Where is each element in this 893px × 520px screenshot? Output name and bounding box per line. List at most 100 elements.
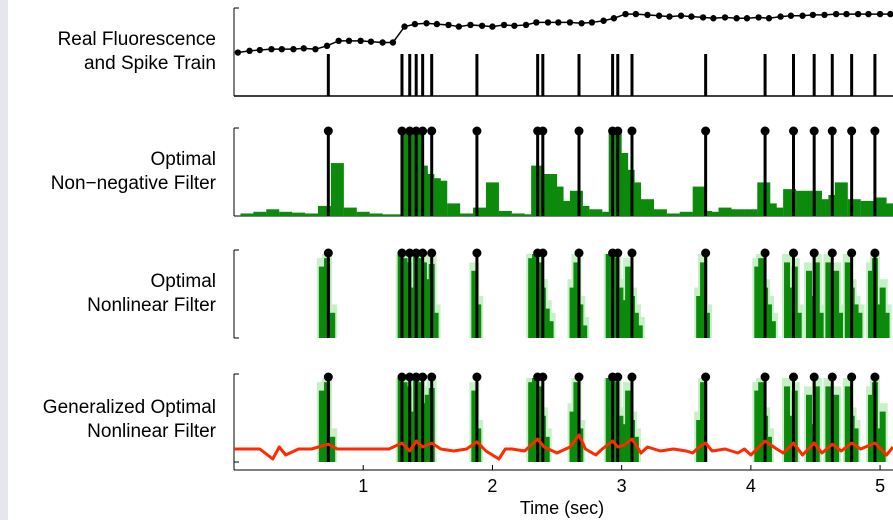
- nonnegative-spike-head: [538, 126, 548, 136]
- generalized-filter-bar: [813, 386, 820, 462]
- fluorescence-point: [887, 10, 893, 18]
- nonlinear-filter-bar: [754, 266, 761, 338]
- generalized-filter-bar: [868, 394, 875, 462]
- generalized-filter-bar: [471, 390, 478, 462]
- nonnegative-filter-bar: [498, 210, 512, 216]
- nonlinear-filter-bar: [581, 325, 588, 338]
- fluorescence-point: [268, 45, 275, 53]
- fluorescence-point: [357, 37, 364, 45]
- nonnegative-spike-head: [760, 126, 770, 136]
- fluorescence-point: [809, 11, 817, 19]
- fluorescence-point: [433, 20, 441, 28]
- panel-label-nonnegative-filter: Optimal Non−negative Filter: [0, 148, 216, 196]
- nonlinear-filter-bar: [837, 312, 844, 338]
- nonlinear-filter-bar: [696, 296, 703, 338]
- generalized-spike-head: [613, 372, 623, 382]
- nonnegative-filter-bar: [744, 209, 758, 216]
- nonnegative-filter-bar: [847, 199, 861, 216]
- generalized-filter-bar: [532, 378, 539, 462]
- fluorescence-point: [566, 19, 574, 26]
- generalized-spike-head: [397, 372, 407, 382]
- nonnegative-filter-bar: [679, 211, 693, 216]
- nonlinear-spike-head: [809, 248, 819, 258]
- fluorescence-point: [367, 38, 375, 45]
- nonlinear-filter-bar: [875, 304, 882, 338]
- fluorescence-trace: [237, 13, 891, 54]
- nonlinear-filter-bar: [852, 304, 859, 338]
- panel-label-line1: Generalized Optimal: [42, 397, 216, 418]
- nonlinear-filter-bar: [605, 254, 612, 338]
- fluorescence-point: [489, 23, 496, 30]
- nonlinear-filter-bar: [833, 270, 840, 338]
- nonlinear-filter-bar: [532, 254, 539, 338]
- fluorescence-point: [632, 10, 640, 18]
- fluorescence-point: [733, 15, 740, 22]
- nonlinear-filter-bar: [787, 287, 794, 338]
- generalized-spike-head: [760, 372, 770, 382]
- nonlinear-filter-bar: [765, 304, 772, 338]
- nonlinear-filter-bar: [769, 321, 776, 338]
- generalized-filter-bar: [879, 411, 886, 462]
- fluorescence-point: [699, 14, 707, 21]
- fluorescence-point: [666, 13, 673, 20]
- nonnegative-filter-bar: [253, 211, 267, 216]
- fluorescence-point: [821, 11, 828, 19]
- generalized-filter-bar: [784, 386, 791, 462]
- nonlinear-filter-bar: [617, 287, 624, 338]
- nonlinear-spike-head: [789, 248, 799, 258]
- nonlinear-filter-bar: [806, 270, 813, 338]
- nonlinear-filter-bar: [868, 270, 875, 338]
- nonnegative-filter-bar: [356, 211, 370, 216]
- nonlinear-spike-head: [827, 248, 837, 258]
- fluorescence-point: [655, 12, 663, 19]
- generalized-filter-bar: [617, 415, 624, 462]
- nonnegative-filter-bar: [886, 203, 893, 216]
- nonlinear-filter-bar: [424, 279, 431, 338]
- nonlinear-filter-bar: [795, 312, 802, 338]
- fluorescence-point: [401, 23, 408, 30]
- fluorescence-point: [865, 10, 872, 18]
- nonnegative-filter-bar: [305, 213, 319, 216]
- fluorescence-point: [423, 20, 430, 27]
- fluorescence-point: [312, 45, 319, 53]
- nonlinear-filter-bar: [471, 270, 478, 338]
- generalized-spike-head: [847, 372, 857, 382]
- nonlinear-filter-bar: [432, 312, 439, 338]
- nonlinear-filter-bar: [547, 321, 554, 338]
- nonlinear-spike-head: [323, 248, 333, 258]
- panel-label-generalized-filter: Generalized Optimal Nonlinear Filter: [0, 396, 216, 444]
- generalized-filter-bar: [787, 415, 794, 462]
- fluorescence-point: [610, 15, 618, 22]
- nonnegative-filter-bar: [292, 212, 306, 216]
- marks-layer: [234, 10, 893, 462]
- fluorescence-point: [533, 19, 540, 26]
- nonlinear-spike-head: [847, 248, 857, 258]
- nonnegative-spike-head: [397, 126, 407, 136]
- fluorescence-point: [511, 22, 518, 29]
- nonnegative-spike-head: [789, 126, 799, 136]
- nonlinear-filter-bar: [417, 258, 424, 338]
- nonlinear-filter-bar: [569, 287, 576, 338]
- panel-label-line2: Nonlinear Filter: [87, 295, 216, 316]
- nonnegative-spike-head: [574, 126, 584, 136]
- fluorescence-point: [455, 23, 463, 30]
- panel-label-nonlinear-filter: Optimal Nonlinear Filter: [0, 270, 216, 318]
- generalized-filter-bar: [696, 420, 703, 462]
- nonnegative-filter-bar: [550, 186, 564, 216]
- nonnegative-filter-bar: [770, 207, 784, 216]
- nonnegative-filter-bar: [266, 209, 280, 216]
- nonnegative-spike-head: [427, 126, 437, 136]
- nonnegative-filter-bar: [434, 180, 448, 216]
- nonnegative-filter-bar: [834, 182, 848, 216]
- generalized-spike-head: [574, 372, 584, 382]
- nonnegative-filter-bar: [666, 213, 680, 216]
- generalized-spike-head: [405, 372, 415, 382]
- nonnegative-filter-bar: [485, 182, 499, 216]
- generalized-filter-bar: [621, 424, 628, 462]
- fluorescence-point: [256, 46, 264, 54]
- nonnegative-spike-head: [405, 126, 415, 136]
- generalized-filter-bar: [758, 382, 765, 462]
- fluorescence-point: [522, 21, 530, 29]
- nonnegative-filter-bar: [343, 207, 357, 216]
- nonlinear-filter-bar: [758, 258, 765, 338]
